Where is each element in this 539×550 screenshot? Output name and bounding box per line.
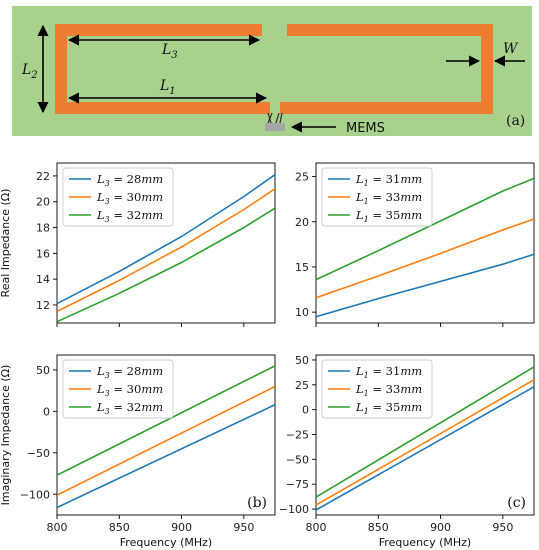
y-tick-label: 10 — [295, 306, 309, 319]
legend: L1 = 31mm L1 = 33mm L1 = 35mm — [321, 167, 433, 227]
x-tick-label: 900 — [171, 521, 192, 534]
l1-label: L1 — [159, 78, 176, 97]
legend-box — [62, 167, 174, 227]
l3-label: L3 — [161, 42, 178, 61]
panel-label: (c) — [507, 495, 526, 511]
y-tick-label: −50 — [27, 447, 50, 460]
legend-entry-1: L3 = 28mm — [96, 364, 163, 380]
y-tick-label: 15 — [295, 261, 309, 274]
y-tick-label: 14 — [36, 273, 50, 286]
y-tick-label: 12 — [36, 299, 50, 312]
y-tick-label: 20 — [295, 216, 309, 229]
series-line-2 — [316, 379, 534, 506]
y-tick-label: 0 — [302, 404, 309, 417]
antenna-diagram: L3 L1 L2 W MEMS (a) — [12, 6, 532, 136]
plot-frame — [315, 162, 535, 324]
imaginary-impedance-vs-l3-chart: 800 850 900 950 −100 −50 0 50 L3 = 28mm L3 = 30mm… — [0, 354, 276, 549]
y-tick-label: 20 — [36, 196, 50, 209]
x-axis-label: Frequency (MHz) — [120, 536, 212, 549]
legend-entry-1: L3 = 28mm — [96, 172, 163, 188]
legend-box — [62, 359, 174, 419]
l2-label: L2 — [21, 62, 38, 81]
series-line-3 — [57, 207, 275, 323]
x-tick-label: 900 — [430, 521, 451, 534]
panel-a-label: (a) — [506, 113, 525, 129]
legend-entry-2: L3 = 30mm — [96, 190, 163, 206]
y-tick-label: −100 — [279, 503, 309, 516]
legend-entry-3: L3 = 32mm — [96, 208, 163, 224]
series-line-2 — [57, 188, 275, 313]
y-tick-label: −100 — [20, 488, 50, 501]
y-tick-label: 25 — [295, 379, 309, 392]
legend-box — [321, 359, 433, 419]
legend: L3 = 28mm L3 = 30mm L3 = 32mm — [62, 167, 174, 227]
y-tick-label: −75 — [286, 478, 309, 491]
legend-entry-3: L1 = 35mm — [355, 400, 422, 416]
series-line-2 — [57, 385, 275, 496]
series-line-1 — [316, 386, 534, 511]
real-impedance-vs-l3-chart: 12 14 16 18 20 22 L3 = 28mm L3 = 30mm L3 = 32mm R… — [0, 162, 276, 327]
legend-entry-2: L1 = 33mm — [355, 190, 422, 206]
legend-entry-1: L1 = 31mm — [355, 172, 422, 188]
series-line-3 — [316, 366, 534, 498]
x-tick-label: 950 — [233, 521, 254, 534]
legend-entry-2: L1 = 33mm — [355, 382, 422, 398]
legend-entry-3: L3 = 32mm — [96, 400, 163, 416]
x-tick-label: 850 — [109, 521, 130, 534]
y-tick-label: 25 — [295, 171, 309, 184]
legend-box — [321, 167, 433, 227]
legend-entry-2: L3 = 30mm — [96, 382, 163, 398]
panel-label: (b) — [247, 495, 267, 511]
plot-frame — [315, 354, 535, 516]
y-tick-label: 22 — [36, 170, 50, 183]
plot-frame — [56, 354, 276, 516]
x-tick-label: 850 — [368, 521, 389, 534]
dipole-trace — [55, 24, 493, 114]
y-tick-label: −50 — [286, 453, 309, 466]
x-axis-label: Frequency (MHz) — [379, 536, 471, 549]
legend: L1 = 31mm L1 = 33mm L1 = 35mm — [321, 359, 433, 419]
y-tick-label: 50 — [36, 364, 50, 377]
mems-switch — [265, 112, 285, 131]
series-line-3 — [57, 365, 275, 476]
x-tick-label: 950 — [492, 521, 513, 534]
legend-entry-1: L1 = 31mm — [355, 364, 422, 380]
legend-entry-3: L1 = 35mm — [355, 208, 422, 224]
series-line-2 — [316, 218, 534, 299]
y-tick-label: 18 — [36, 222, 50, 235]
series-line-1 — [316, 253, 534, 318]
y-tick-label: 50 — [295, 354, 309, 367]
y-tick-label: 0 — [43, 405, 50, 418]
legend: L3 = 28mm L3 = 30mm L3 = 32mm — [62, 359, 174, 419]
real-impedance-vs-l1-chart: 10 15 20 25 L1 = 31mm L1 = 33mm L1 = 35mm — [295, 162, 535, 327]
y-axis-label: Real Impedance (Ω) — [0, 189, 12, 298]
mems-label: MEMS — [346, 121, 385, 136]
x-tick-label: 800 — [306, 521, 327, 534]
x-tick-label: 800 — [47, 521, 68, 534]
y-tick-label: 16 — [36, 247, 50, 260]
series-line-1 — [57, 173, 275, 305]
series-line-3 — [316, 177, 534, 281]
y-axis-label: Imaginary Impedance (Ω) — [0, 365, 12, 506]
w-label: W — [503, 41, 519, 57]
y-tick-label: −25 — [286, 429, 309, 442]
plot-frame — [56, 162, 276, 324]
series-line-1 — [57, 403, 275, 509]
